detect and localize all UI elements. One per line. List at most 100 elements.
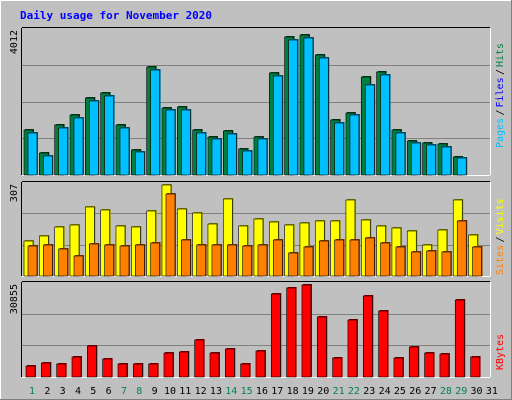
kbytes-bar-day-18	[286, 287, 296, 378]
kbytes-bar-day-6	[102, 358, 112, 378]
sites-visits-panel: 307 Sites / Visits	[9, 181, 506, 277]
chart-title: Daily usage for November 2020	[20, 9, 212, 22]
pages-bar-day-8	[135, 151, 145, 176]
x-tick-label-day-28: 28	[440, 386, 452, 397]
visits-y-max-label: 307	[9, 184, 20, 202]
pages-bar-day-9	[150, 69, 160, 176]
pages-bar-day-27	[426, 144, 436, 176]
x-tick-label-day-6: 6	[106, 386, 112, 397]
kbytes-bar-day-30	[470, 356, 480, 378]
x-tick-label-day-25: 25	[394, 386, 406, 397]
kbytes-bar-day-26	[408, 346, 419, 378]
pages-bar-day-26	[410, 142, 421, 176]
x-tick-label-day-22: 22	[348, 386, 360, 397]
x-tick-label-day-17: 17	[271, 386, 283, 397]
kbytes-bar-day-1	[25, 365, 36, 378]
x-axis-day-labels: 1 2 3 4 5 6 7 8 9 10 11 12 13 14 15 16 17 18 19 20 21 22 23 24 2…	[29, 386, 498, 397]
pages-bar-day-24	[380, 74, 390, 176]
x-tick-label-day-14: 14	[225, 386, 237, 397]
pages-bar-day-14	[226, 133, 237, 176]
legend-pages: Pages	[495, 118, 506, 148]
pages-bar-day-6	[104, 95, 114, 176]
sites-bar-day-8	[135, 244, 145, 277]
kbytes-bar-day-20	[316, 316, 327, 378]
x-tick-label-day-1: 1	[29, 386, 35, 397]
sites-bar-day-12	[196, 244, 206, 277]
sites-bar-day-30	[472, 246, 482, 277]
kbytes-bar-day-11	[179, 351, 189, 378]
x-tick-label-day-15: 15	[241, 386, 253, 397]
pages-bar-day-21	[334, 122, 344, 176]
kbytes-bar-day-14	[224, 348, 235, 378]
pages-bar-day-29	[456, 157, 467, 176]
sites-bar-day-15	[242, 245, 252, 277]
x-tick-label-day-2: 2	[44, 386, 50, 397]
sites-bar-day-20	[318, 240, 329, 277]
x-tick-label-day-30: 30	[471, 386, 483, 397]
kbytes-bar-day-2	[41, 362, 51, 378]
x-tick-label-day-5: 5	[90, 386, 96, 397]
pages-bar-day-2	[43, 155, 53, 176]
sites-bar-day-17	[272, 239, 283, 277]
x-tick-label-day-9: 9	[152, 386, 158, 397]
sites-bar-day-13	[211, 244, 222, 277]
legend-separator: /	[495, 109, 506, 115]
kbytes-bar-day-16	[255, 350, 266, 378]
x-tick-label-day-24: 24	[379, 386, 391, 397]
legend-visits: Visits	[495, 198, 506, 234]
x-tick-label-day-18: 18	[287, 386, 299, 397]
pages-bar-day-18	[288, 39, 298, 176]
kbytes-bar-day-25	[393, 357, 404, 378]
pages-bar-day-1	[27, 132, 38, 176]
sites-bar-day-10	[165, 193, 176, 277]
pages-bar-day-4	[73, 117, 84, 176]
sites-bar-day-5	[89, 243, 99, 277]
kbytes-bar-day-7	[117, 363, 128, 378]
x-tick-label-day-11: 11	[179, 386, 191, 397]
sites-bar-day-3	[58, 248, 68, 277]
sites-bar-day-29	[456, 220, 467, 277]
legend-files: Files	[495, 77, 506, 107]
x-tick-label-day-7: 7	[121, 386, 127, 397]
kbytes-bar-day-10	[163, 352, 174, 378]
kbytes-bar-day-9	[148, 363, 158, 378]
pages-bar-day-12	[196, 132, 206, 176]
kbytes-bar-day-12	[194, 339, 204, 378]
pages-bar-day-23	[364, 84, 375, 176]
kbytes-bar-day-23	[362, 295, 373, 378]
sites-bar-day-28	[441, 251, 452, 277]
kbytes-bar-day-5	[87, 345, 97, 378]
x-tick-label-day-26: 26	[409, 386, 421, 397]
x-tick-label-day-21: 21	[333, 386, 345, 397]
pages-bar-day-3	[58, 127, 68, 176]
sites-bar-day-24	[380, 242, 390, 277]
x-tick-label-day-16: 16	[256, 386, 268, 397]
kbytes-bar-day-24	[378, 310, 388, 378]
sites-bar-day-16	[257, 244, 268, 277]
sites-bar-day-2	[43, 244, 53, 277]
kbytes-bar-day-15	[240, 363, 250, 378]
x-tick-label-day-29: 29	[455, 386, 467, 397]
pages-bar-day-7	[119, 127, 130, 176]
pages-bar-day-22	[349, 114, 360, 176]
x-tick-label-day-31: 31	[486, 386, 498, 397]
legend-sites: Sites	[495, 245, 506, 275]
pages-bar-day-5	[89, 100, 99, 176]
kbytes-bar-day-28	[439, 353, 450, 378]
x-tick-label-day-23: 23	[363, 386, 375, 397]
x-tick-label-day-10: 10	[164, 386, 176, 397]
sites-bar-day-14	[226, 244, 237, 277]
pages-bar-day-19	[303, 37, 314, 176]
pages-bar-day-13	[211, 138, 222, 176]
x-tick-label-day-19: 19	[302, 386, 314, 397]
sites-bar-day-19	[303, 246, 314, 277]
sites-bar-day-26	[410, 251, 421, 277]
sites-bar-day-4	[73, 255, 84, 277]
legend-kbytes: KBytes	[495, 334, 506, 370]
kbytes-bar-day-19	[301, 284, 312, 378]
kbytes-bar-day-29	[454, 299, 465, 378]
x-tick-label-day-20: 20	[317, 386, 329, 397]
legend-hits: Hits	[495, 43, 506, 67]
